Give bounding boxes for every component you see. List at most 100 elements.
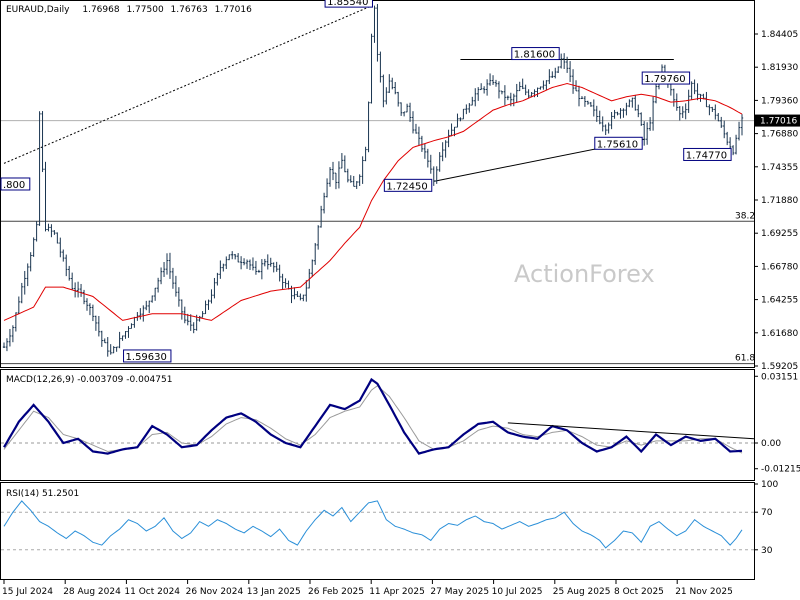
fib-levels: 38.2 61.8 xyxy=(1,211,755,365)
price-bar xyxy=(610,112,613,130)
price-bar xyxy=(687,89,690,113)
price-bar xyxy=(361,156,364,184)
price-bar xyxy=(65,254,68,277)
price-bar xyxy=(394,81,397,95)
price-label-text: .800 xyxy=(3,180,25,191)
price-bar xyxy=(616,111,619,116)
price-bar xyxy=(239,256,243,270)
price-bar xyxy=(411,111,415,134)
price-bar xyxy=(103,338,106,344)
price-bar xyxy=(456,113,459,128)
price-bar xyxy=(740,114,744,136)
price-bar xyxy=(47,223,50,232)
price-bar xyxy=(711,106,714,112)
price-bar xyxy=(355,181,358,189)
macd-line xyxy=(3,377,743,455)
price-bar xyxy=(717,113,720,122)
ohlc-close: 1.77016 xyxy=(215,5,252,15)
price-bar xyxy=(38,111,41,226)
price-bar xyxy=(651,96,655,131)
price-bar xyxy=(32,237,35,257)
rsi-y-tick-label: 70 xyxy=(761,508,773,518)
price-bar xyxy=(462,108,465,120)
x-tick-label: 27 May 2025 xyxy=(430,587,489,597)
price-bar xyxy=(385,87,388,105)
current-price-tag: 1.77016 xyxy=(755,114,800,127)
price-bar xyxy=(515,83,518,103)
price-bar xyxy=(168,252,172,279)
main-y-tick-label: 1.81930 xyxy=(761,63,798,73)
symbol-title: EURAUD,Daily xyxy=(6,5,70,15)
price-bar xyxy=(23,270,26,295)
price-bar xyxy=(405,103,409,113)
price-bar xyxy=(595,105,598,122)
price-bar xyxy=(459,117,462,122)
moving-average-line xyxy=(3,82,743,321)
price-label-box xyxy=(123,349,172,363)
price-bar xyxy=(79,283,83,297)
price-bar xyxy=(254,260,258,275)
price-bar xyxy=(236,253,240,263)
price-bar xyxy=(210,289,213,304)
price-bar xyxy=(124,331,127,339)
price-bar xyxy=(207,299,210,310)
price-bar xyxy=(88,303,92,316)
price-bar xyxy=(388,74,391,93)
price-bar xyxy=(503,85,507,106)
price-bar xyxy=(293,287,296,300)
price-bar xyxy=(628,99,631,108)
main-y-tick-label: 1.64255 xyxy=(761,296,798,306)
price-bar xyxy=(150,295,154,303)
price-bar xyxy=(571,69,575,94)
macd-y-axis: 0.03151 0.00 -0.01215 xyxy=(754,372,800,475)
price-bar xyxy=(631,97,634,108)
price-bar xyxy=(346,168,350,183)
price-bar xyxy=(296,291,299,297)
price-bar xyxy=(465,104,468,115)
price-bar xyxy=(5,338,9,352)
price-bar xyxy=(20,282,23,304)
ohlc-open: 1.76968 xyxy=(82,5,119,15)
price-bar xyxy=(592,99,596,117)
price-bar xyxy=(302,294,305,302)
main-y-tick-label: 1.66780 xyxy=(761,262,798,272)
price-bar xyxy=(373,5,376,43)
price-bar xyxy=(402,111,406,117)
macd-y-tick-label: 0.00 xyxy=(761,439,781,449)
price-bar xyxy=(607,122,610,134)
fib-level-label: 38.2 xyxy=(735,211,755,221)
price-bar xyxy=(370,33,373,104)
price-bar xyxy=(76,281,80,298)
x-tick-label: 21 Nov 2025 xyxy=(675,587,733,597)
price-bar xyxy=(524,84,527,96)
price-bar xyxy=(284,278,287,288)
price-bar xyxy=(213,277,216,299)
price-bar xyxy=(73,282,77,298)
price-bar xyxy=(314,242,317,265)
price-bar xyxy=(637,104,640,118)
price-label-box xyxy=(511,47,560,61)
price-bar xyxy=(192,322,195,334)
price-label-text: 1.59630 xyxy=(126,352,167,363)
price-bar xyxy=(263,258,267,267)
price-bar xyxy=(545,80,548,91)
fib-level-label: 61.8 xyxy=(735,354,755,364)
price-bar xyxy=(337,161,341,189)
price-labels: 1.85540 1.81600 1.79760 1.72450 1.75610 1.747… xyxy=(0,0,732,363)
x-axis: 15 Jul 2024 28 Aug 2024 11 Oct 2024 26 Nov … xyxy=(2,580,733,597)
price-bar xyxy=(109,344,112,355)
current-price-tag-bg xyxy=(755,114,800,127)
price-bar xyxy=(165,253,169,275)
price-bar xyxy=(59,237,62,258)
price-bar xyxy=(731,145,735,156)
price-label: 1.75610 xyxy=(594,136,643,150)
price-bar xyxy=(257,269,261,273)
price-bars xyxy=(2,3,744,357)
price-label-text: 1.81600 xyxy=(514,50,555,61)
price-bar xyxy=(328,167,332,187)
price-bar xyxy=(565,56,569,73)
price-bar xyxy=(156,277,160,293)
price-bar xyxy=(645,122,649,145)
price-bar xyxy=(2,342,6,349)
price-bar xyxy=(728,137,732,149)
